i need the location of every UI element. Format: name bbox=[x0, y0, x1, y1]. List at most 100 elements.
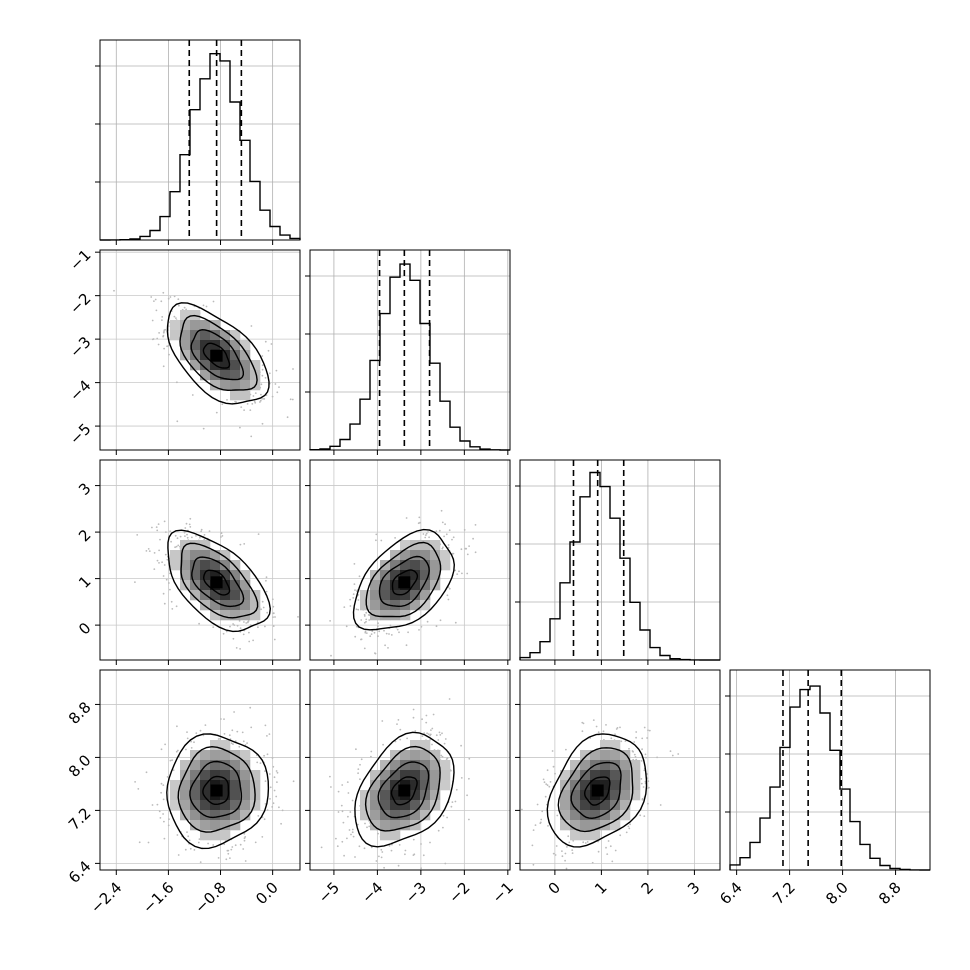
sample-point bbox=[336, 845, 339, 848]
sample-point bbox=[272, 616, 274, 618]
sample-point bbox=[441, 755, 444, 758]
density-blocks bbox=[170, 540, 261, 621]
sample-point bbox=[260, 608, 262, 611]
density-block bbox=[400, 760, 411, 771]
density-block bbox=[230, 370, 241, 381]
sample-point bbox=[153, 300, 155, 302]
sample-point bbox=[320, 846, 323, 849]
sample-point bbox=[343, 854, 345, 857]
density-block bbox=[620, 800, 631, 811]
sample-point bbox=[337, 811, 340, 813]
sample-point bbox=[632, 750, 634, 753]
density-block bbox=[240, 810, 251, 821]
sample-point bbox=[447, 598, 450, 601]
sample-point bbox=[454, 800, 457, 803]
density-block bbox=[220, 800, 231, 811]
sample-point bbox=[394, 740, 397, 743]
sample-point bbox=[359, 778, 361, 781]
sample-point bbox=[257, 626, 259, 629]
sample-point bbox=[248, 631, 250, 634]
density-block bbox=[240, 800, 251, 811]
sample-point bbox=[647, 780, 650, 783]
density-block bbox=[380, 810, 391, 821]
sample-point bbox=[398, 844, 401, 846]
gridlines bbox=[100, 250, 300, 450]
density-block bbox=[370, 770, 381, 781]
density-block bbox=[220, 560, 231, 571]
sample-point bbox=[260, 393, 262, 396]
density-block bbox=[400, 550, 411, 561]
sample-point bbox=[376, 625, 379, 628]
density-block bbox=[180, 320, 191, 331]
density-block bbox=[430, 570, 441, 581]
sample-point bbox=[264, 780, 267, 782]
density-block bbox=[380, 820, 391, 831]
sample-point bbox=[441, 732, 443, 735]
density-block bbox=[580, 810, 591, 821]
density-block bbox=[200, 570, 211, 581]
sample-point bbox=[363, 615, 366, 617]
contour-line bbox=[179, 314, 258, 392]
sample-point bbox=[273, 789, 276, 792]
sample-point bbox=[342, 821, 345, 824]
sample-point bbox=[254, 841, 257, 844]
sample-point bbox=[644, 753, 647, 756]
density-block bbox=[190, 340, 201, 351]
sample-point bbox=[297, 616, 299, 618]
sample-point bbox=[398, 631, 400, 634]
sample-point bbox=[156, 337, 159, 340]
sample-point bbox=[188, 839, 191, 842]
sample-point bbox=[420, 843, 422, 845]
sample-point bbox=[242, 633, 245, 636]
density-block bbox=[600, 750, 611, 761]
x-tick-label: −4 bbox=[358, 878, 386, 906]
sample-point bbox=[368, 614, 371, 617]
sample-point bbox=[162, 331, 165, 334]
density-block bbox=[210, 610, 221, 621]
sample-point bbox=[564, 852, 567, 855]
sample-point bbox=[249, 706, 252, 709]
sample-point bbox=[178, 304, 180, 307]
density-block bbox=[390, 810, 401, 821]
sample-point bbox=[155, 526, 158, 528]
sample-point bbox=[383, 629, 385, 632]
sample-point bbox=[220, 532, 223, 535]
density-block bbox=[230, 560, 241, 571]
density-block bbox=[240, 350, 251, 361]
sample-point bbox=[375, 533, 378, 536]
density-block bbox=[200, 560, 211, 571]
density-block bbox=[230, 770, 241, 781]
histogram bbox=[100, 53, 301, 241]
sample-point bbox=[257, 815, 260, 817]
density-block bbox=[420, 570, 431, 581]
sample-point bbox=[438, 529, 441, 532]
sample-point bbox=[234, 844, 237, 847]
sample-point bbox=[641, 748, 643, 751]
sample-point bbox=[261, 374, 264, 377]
density-block bbox=[210, 810, 221, 821]
sample-point bbox=[162, 798, 165, 801]
density-block bbox=[230, 760, 241, 771]
sample-point bbox=[396, 723, 398, 725]
sample-point bbox=[421, 718, 423, 721]
density-block bbox=[240, 570, 251, 581]
sample-point bbox=[259, 399, 262, 402]
sample-point bbox=[385, 632, 388, 635]
sample-point bbox=[253, 400, 256, 403]
sample-point bbox=[565, 748, 567, 751]
density-block bbox=[600, 790, 611, 801]
sample-point bbox=[363, 647, 366, 650]
panel-frame bbox=[99, 39, 301, 241]
density-block bbox=[380, 800, 391, 811]
sample-point bbox=[266, 611, 269, 614]
sample-point bbox=[256, 761, 259, 764]
density-block bbox=[250, 370, 261, 381]
sample-point bbox=[263, 818, 266, 821]
density-block bbox=[200, 830, 211, 841]
sample-point bbox=[292, 780, 295, 783]
density-block bbox=[390, 800, 401, 811]
sample-point bbox=[364, 631, 367, 634]
sample-point bbox=[286, 416, 289, 419]
sample-point bbox=[177, 749, 179, 752]
density-block bbox=[420, 800, 431, 811]
